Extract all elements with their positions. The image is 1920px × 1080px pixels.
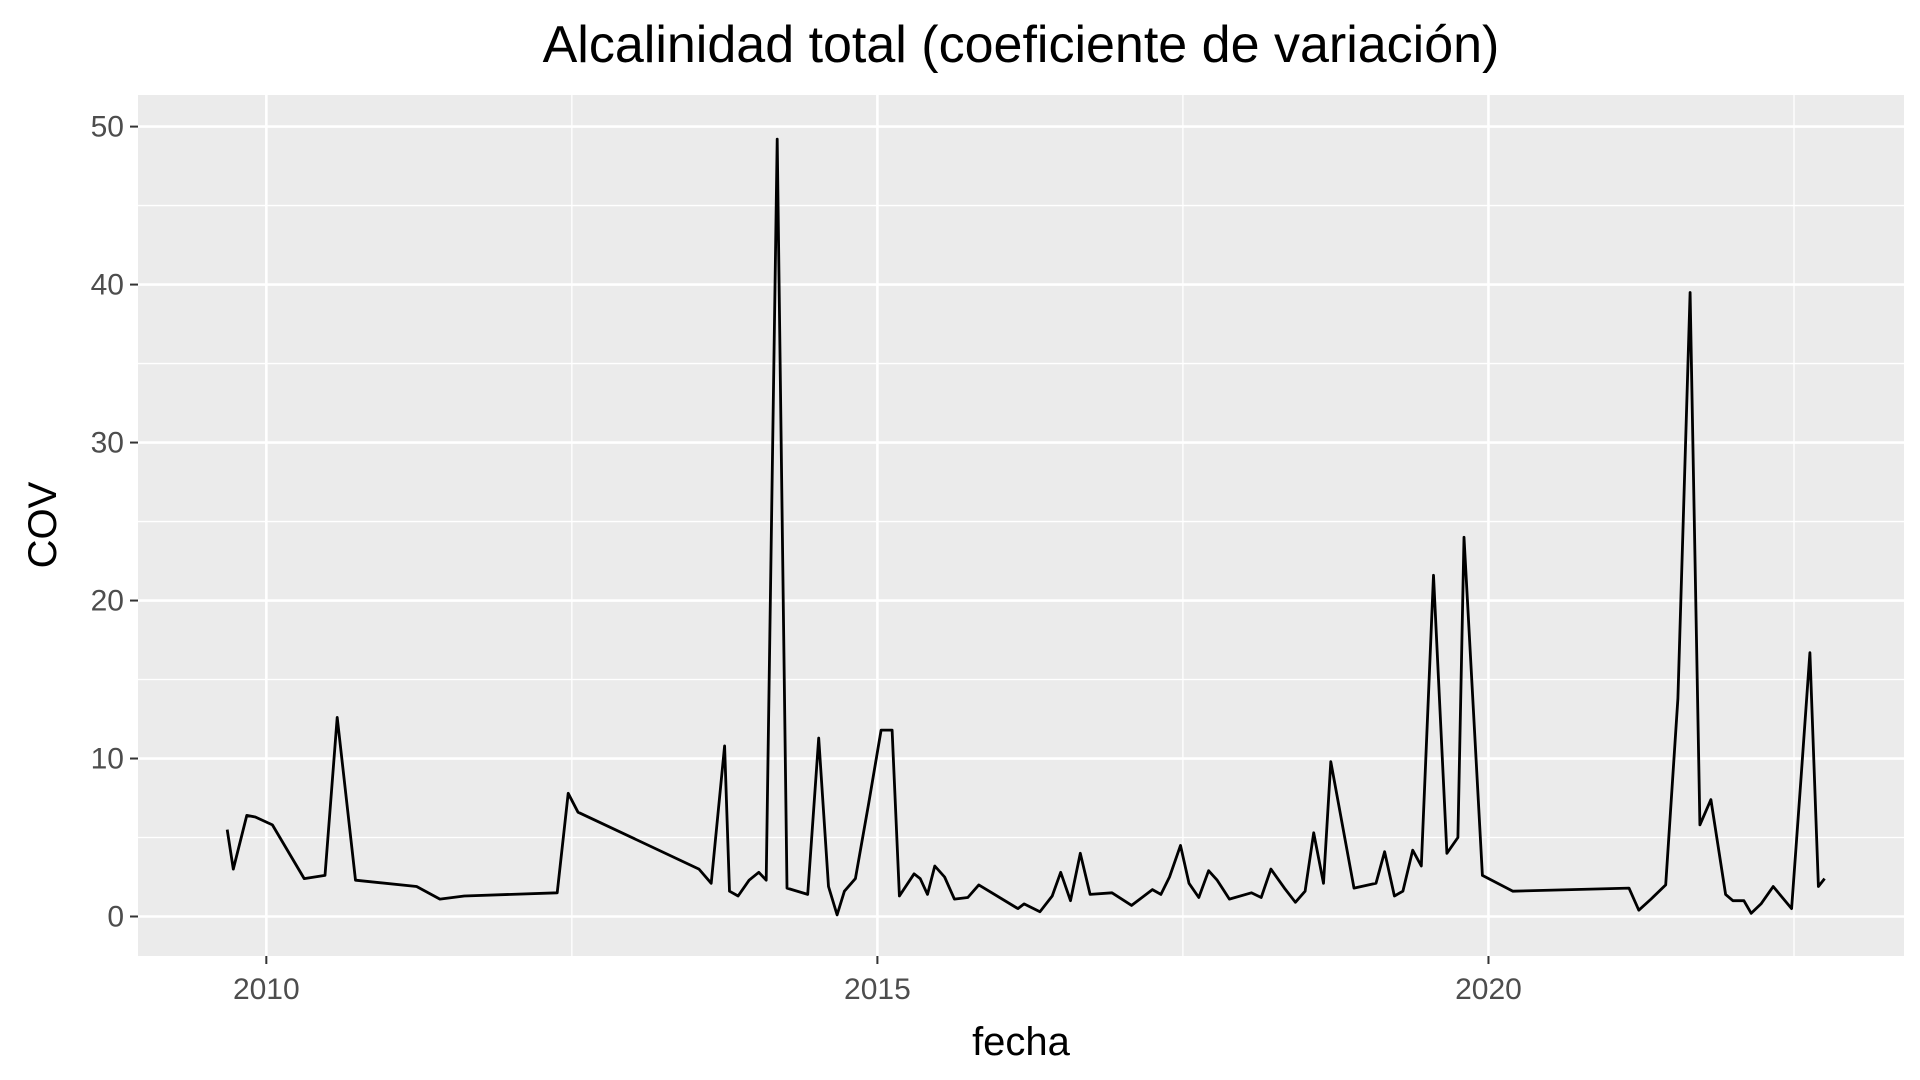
plot-panel xyxy=(138,95,1904,956)
y-tick-label: 0 xyxy=(107,901,124,934)
y-tick-label: 40 xyxy=(91,269,124,302)
major-gridlines xyxy=(138,95,1904,956)
series-line xyxy=(225,137,1826,917)
axes: 2010 2015 2020 0 10 20 30 40 50 xyxy=(91,111,1522,1006)
minor-gridlines xyxy=(138,95,1904,956)
y-tick-label: 20 xyxy=(91,585,124,618)
x-tick-label: 2010 xyxy=(233,973,300,1006)
y-tick-label: 30 xyxy=(91,427,124,460)
y-tick-label: 50 xyxy=(91,111,124,144)
chart-title: Alcalinidad total (coeficiente de variac… xyxy=(543,16,1500,74)
x-tick-label: 2015 xyxy=(844,973,911,1006)
x-tick-label: 2020 xyxy=(1455,973,1522,1006)
y-axis-title: COV xyxy=(21,481,65,568)
x-axis-title: fecha xyxy=(972,1020,1071,1064)
y-tick-label: 10 xyxy=(91,743,124,776)
series-layer xyxy=(225,137,1826,917)
